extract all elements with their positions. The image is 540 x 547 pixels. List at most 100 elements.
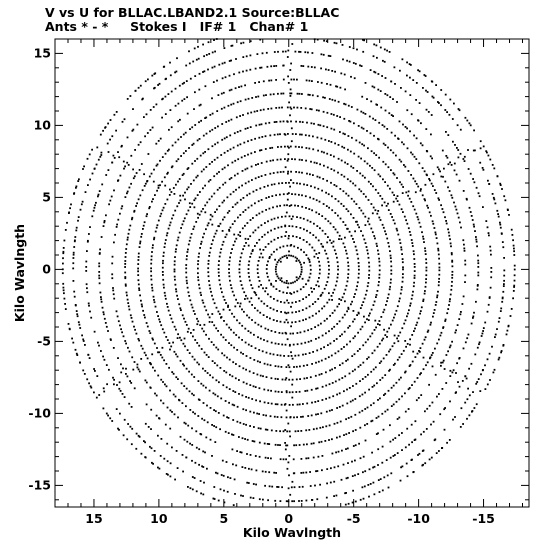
uv-point [389, 149, 392, 152]
uv-point [284, 343, 287, 346]
uv-point [85, 266, 88, 268]
uv-point [374, 366, 377, 369]
uv-point [264, 135, 267, 138]
uv-point [109, 417, 112, 420]
uv-point [220, 248, 223, 250]
uv-point [251, 304, 253, 306]
uv-point [418, 350, 421, 353]
uv-point [205, 132, 208, 135]
uv-point [261, 210, 264, 213]
uv-point [307, 51, 309, 54]
uv-point [334, 284, 337, 287]
uv-point [202, 187, 204, 190]
uv-point [86, 291, 89, 294]
uv-point [333, 495, 335, 497]
uv-point [386, 330, 389, 333]
x-tick-label: 0 [284, 511, 293, 526]
uv-point [464, 259, 467, 262]
uv-point [174, 283, 177, 286]
uv-point [256, 412, 259, 415]
uv-point [347, 276, 349, 279]
uv-point [412, 79, 415, 81]
uv-point [354, 293, 356, 295]
uv-point [91, 172, 94, 175]
uv-point [278, 290, 281, 292]
uv-point [320, 150, 323, 153]
uv-point [447, 308, 450, 310]
uv-point [138, 435, 141, 438]
uv-point [247, 97, 250, 100]
uv-point [322, 110, 325, 113]
uv-point [304, 51, 307, 54]
uv-point [331, 312, 334, 314]
uv-point [126, 236, 129, 239]
uv-point [499, 184, 502, 186]
uv-point [64, 303, 66, 305]
uv-point [82, 369, 85, 372]
uv-point [325, 384, 328, 387]
uv-point [407, 194, 409, 197]
uv-point [360, 126, 363, 129]
uv-point [235, 188, 237, 191]
uv-point [355, 382, 358, 385]
uv-point [430, 354, 433, 356]
uv-point [437, 290, 439, 293]
uv-point [291, 43, 294, 45]
uv-point [287, 422, 290, 425]
uv-point [272, 159, 274, 162]
uv-point [337, 157, 340, 160]
uv-point [357, 265, 360, 268]
uv-point [223, 199, 225, 202]
uv-point [502, 285, 505, 287]
uv-point [392, 438, 394, 441]
uv-point [454, 331, 457, 334]
uv-point [153, 86, 156, 89]
uv-point [384, 334, 387, 336]
y-tick-label: 0 [42, 261, 51, 276]
uv-point [320, 293, 323, 296]
uv-point [326, 482, 328, 485]
uv-point [501, 300, 504, 303]
uv-point [91, 215, 94, 218]
uv-point [118, 381, 121, 384]
uv-point [122, 367, 124, 370]
uv-point [354, 474, 356, 477]
uv-point [239, 231, 241, 234]
uv-point [288, 455, 291, 457]
uv-point [253, 440, 256, 443]
uv-point [324, 217, 327, 220]
uv-point [486, 358, 489, 361]
uv-point [475, 236, 477, 238]
uv-point [464, 401, 467, 404]
uv-point [330, 181, 332, 184]
uv-point [345, 284, 348, 287]
uv-point [155, 226, 158, 229]
uv-point [206, 421, 209, 424]
uv-point [455, 208, 458, 211]
uv-point [372, 466, 374, 469]
uv-point [316, 95, 319, 98]
uv-point [343, 292, 345, 295]
uv-point [198, 287, 201, 290]
uv-point [292, 255, 295, 258]
uv-point [230, 118, 233, 121]
uv-point [418, 162, 421, 165]
uv-point [416, 216, 419, 218]
uv-point [395, 227, 398, 230]
x-axis-label: Kilo Wavlngth [243, 525, 341, 540]
uv-point [244, 224, 246, 227]
uv-point [206, 404, 208, 407]
uv-point [316, 349, 319, 352]
uv-point [464, 274, 467, 277]
uv-point [241, 308, 243, 311]
uv-point [308, 79, 311, 82]
uv-point [238, 379, 240, 381]
uv-point [451, 265, 454, 268]
uv-point [209, 179, 212, 181]
uv-point [179, 194, 182, 197]
uv-point [125, 367, 127, 370]
uv-point [115, 226, 118, 228]
uv-point [462, 239, 465, 242]
uv-point [291, 311, 294, 314]
uv-point [444, 93, 447, 96]
